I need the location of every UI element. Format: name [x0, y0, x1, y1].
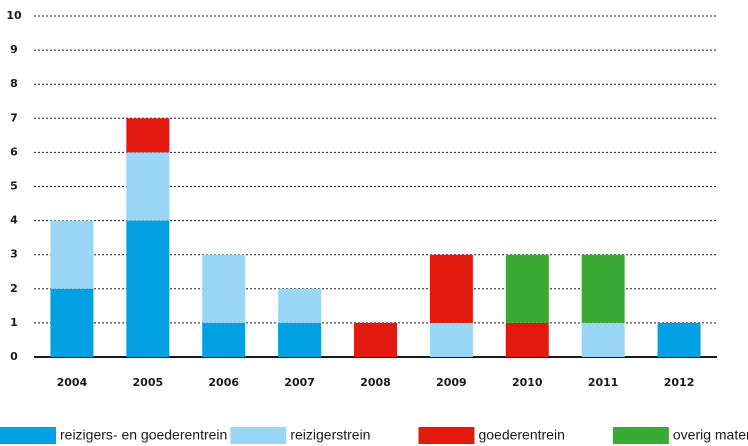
legend-swatch	[230, 427, 287, 444]
bar-segment	[126, 220, 170, 357]
legend-swatch	[0, 427, 56, 444]
x-tick-label: 2010	[512, 376, 543, 389]
bar-segment	[126, 118, 170, 153]
y-tick-label: 6	[10, 145, 18, 158]
legend-swatch	[418, 427, 475, 444]
y-tick-label: 9	[10, 43, 18, 56]
y-tick-label: 2	[10, 282, 18, 295]
x-tick-label: 2007	[284, 376, 315, 389]
bar-segment	[202, 322, 246, 357]
bar-segment	[50, 288, 94, 357]
y-tick-label: 1	[10, 316, 18, 329]
legend-label: goederentrein	[478, 427, 564, 443]
legend-swatch	[612, 427, 669, 444]
bar-segment	[505, 322, 549, 357]
bar-segment	[202, 254, 246, 323]
bar-segment	[50, 220, 94, 289]
bar-segment	[581, 254, 625, 323]
bar-segment	[278, 288, 322, 323]
x-tick-label: 2011	[588, 376, 619, 389]
y-tick-label: 7	[10, 111, 18, 124]
legend-label: reizigerstrein	[290, 427, 370, 443]
y-tick-label: 10	[6, 9, 22, 22]
y-tick-label: 4	[10, 214, 18, 227]
bar-segment	[429, 254, 473, 323]
y-tick-label: 0	[10, 350, 18, 363]
x-tick-label: 2008	[360, 376, 391, 389]
y-tick-label: 5	[10, 180, 18, 193]
bar-segment	[278, 322, 322, 357]
x-tick-label: 2009	[436, 376, 467, 389]
bar-segment	[354, 322, 397, 357]
bar-segment	[429, 322, 473, 357]
x-tick-label: 2006	[208, 376, 239, 389]
bar-segment	[581, 322, 625, 357]
legend-label: reizigers- en goederentrein	[60, 427, 227, 443]
y-tick-label: 3	[10, 248, 18, 261]
legend-label: overig materieel	[673, 427, 748, 443]
x-tick-label: 2012	[664, 376, 695, 389]
bar-segment	[657, 322, 701, 357]
bar-segment	[126, 152, 170, 221]
x-tick-label: 2004	[57, 376, 88, 389]
y-tick-label: 8	[10, 77, 18, 90]
x-tick-label: 2005	[133, 376, 164, 389]
bar-segment	[505, 254, 549, 323]
